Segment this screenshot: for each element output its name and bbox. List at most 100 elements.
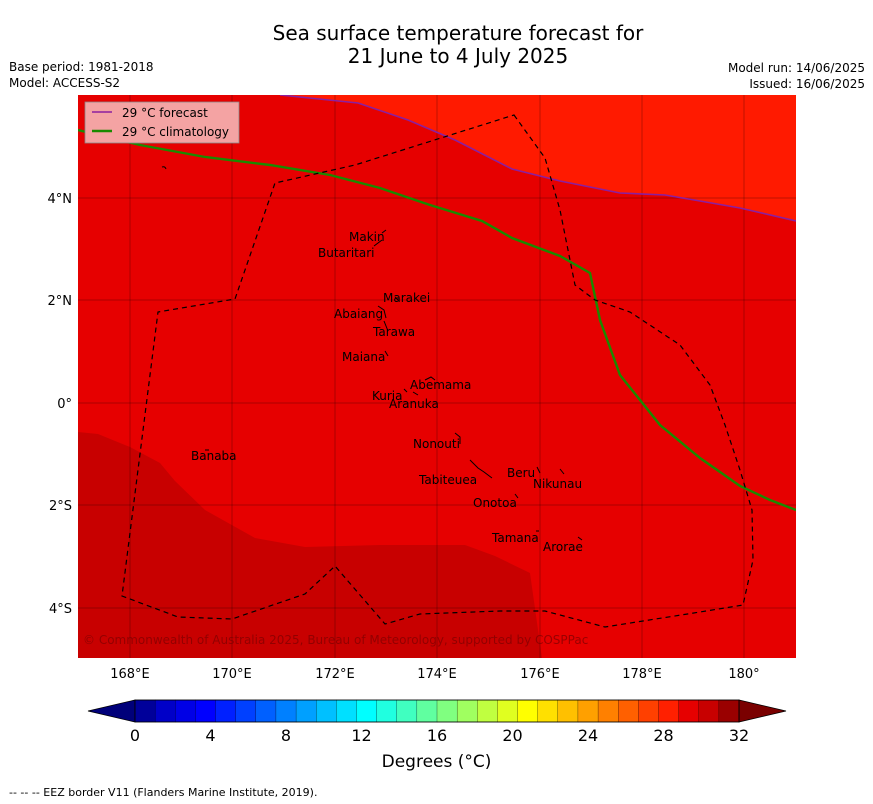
island-mark: [469, 459, 493, 479]
lon-tick-label: 180°: [728, 667, 759, 682]
climatology-29c-contour: [78, 128, 796, 512]
place-tamana: Tamana: [491, 531, 539, 545]
island-mark: [577, 536, 583, 541]
island-mark: [377, 305, 387, 319]
place-abaiang: Abaiang: [334, 307, 383, 321]
colorbar-swatch: [215, 699, 237, 723]
island-mark: [403, 388, 419, 396]
colorbar-swatch: [336, 699, 358, 723]
colorbar-swatch: [638, 699, 660, 723]
lat-tick-label: 2°S: [49, 499, 72, 514]
title-line-1: Sea surface temperature forecast for: [272, 21, 644, 45]
map-panel: Makin Butaritari Marakei Abaiang Tarawa …: [78, 95, 796, 658]
place-abemama: Abemama: [410, 378, 471, 392]
place-kuria: Kuria: [372, 389, 403, 403]
colorbar-swatch: [477, 699, 499, 723]
chart-title: Sea surface temperature forecast for 21 …: [0, 22, 873, 68]
legend-forecast-label: 29 °C forecast: [122, 106, 208, 120]
colorbar-swatch: [195, 699, 217, 723]
lon-tick-label: 178°E: [622, 667, 662, 682]
colorbar-swatch: [597, 699, 619, 723]
model-name: Model: ACCESS-S2: [9, 76, 121, 90]
meta-left: Base period: 1981-2018 Model: ACCESS-S2: [9, 59, 154, 91]
issued-date: Issued: 16/06/2025: [749, 77, 865, 91]
lon-axis: 168°E 170°E 172°E 174°E 176°E 178°E 180°: [110, 667, 759, 682]
place-nikunau: Nikunau: [533, 477, 582, 491]
lon-tick-label: 174°E: [417, 667, 457, 682]
place-beru: Beru: [507, 466, 535, 480]
place-labels: Makin Butaritari Marakei Abaiang Tarawa …: [191, 230, 583, 554]
lon-tick-label: 176°E: [520, 667, 560, 682]
lon-tick-label: 170°E: [212, 667, 252, 682]
place-aranuka: Aranuka: [389, 397, 439, 411]
place-marakei: Marakei: [383, 291, 430, 305]
island-mark: [536, 466, 541, 474]
colorbar-swatch: [517, 699, 539, 723]
island-markers: [161, 166, 583, 541]
colorbar-tick-label: 28: [653, 726, 673, 745]
island-mark: [454, 432, 461, 444]
colorbar-swatch: [275, 699, 297, 723]
model-run: Model run: 14/06/2025: [727, 61, 865, 75]
island-mark: [383, 320, 389, 332]
colorbar-swatch: [134, 699, 156, 723]
island-mark: [424, 376, 436, 381]
grid-lines: [78, 95, 796, 658]
colorbar-swatch: [537, 699, 559, 723]
island-mark: [161, 166, 167, 170]
colorbar-swatch: [356, 699, 378, 723]
legend-box: [84, 101, 240, 144]
place-banaba: Banaba: [191, 449, 237, 463]
colorbar-swatch: [658, 699, 680, 723]
place-maiana: Maiana: [342, 350, 385, 364]
island-mark: [384, 350, 389, 357]
colorbar-swatch: [416, 699, 438, 723]
lat-tick-label: 4°N: [48, 192, 73, 207]
island-mark: [373, 229, 387, 247]
eez-border: [121, 114, 754, 628]
sst-band-29-30: [78, 95, 796, 658]
place-tarawa: Tarawa: [372, 325, 415, 339]
colorbar-over-arrow: [738, 699, 787, 723]
colorbar-tick-label: 24: [578, 726, 598, 745]
lat-tick-label: 4°S: [49, 602, 72, 617]
colorbar-under-arrow: [87, 699, 136, 723]
lon-tick-label: 168°E: [110, 667, 150, 682]
colorbar-tick-label: 12: [351, 726, 371, 745]
eez-footnote: -- -- -- EEZ border V11 (Flanders Marine…: [9, 786, 318, 799]
place-onotoa: Onotoa: [473, 496, 517, 510]
colorbar-swatch: [235, 699, 257, 723]
lat-tick-label: 2°N: [48, 294, 73, 309]
colorbar-tick-label: 16: [427, 726, 447, 745]
colorbar-tick-label: 32: [729, 726, 749, 745]
colorbar-swatch: [678, 699, 700, 723]
colorbar-tick-label: 20: [502, 726, 522, 745]
island-mark: [559, 468, 565, 475]
place-nonouti: Nonouti: [413, 437, 460, 451]
colorbar-swatch: [316, 699, 337, 723]
colorbar-swatch: [497, 699, 519, 723]
place-tabiteuea: Tabiteuea: [418, 473, 477, 487]
colorbar-swatch: [436, 699, 458, 723]
lon-tick-label: 172°E: [315, 667, 355, 682]
place-arorae: Arorae: [543, 540, 583, 554]
colorbar-frame: [134, 699, 740, 723]
place-makin: Makin: [349, 230, 385, 244]
colorbar-title: Degrees (°C): [381, 752, 492, 772]
colorbar-swatch: [396, 699, 418, 723]
colorbar-swatch: [618, 699, 639, 723]
colorbar-swatch: [154, 699, 176, 723]
colorbar-swatch: [718, 699, 740, 723]
colorbar-tick-label: 0: [130, 726, 140, 745]
title-line-2: 21 June to 4 July 2025: [347, 44, 569, 68]
colorbar-swatch: [255, 699, 277, 723]
base-period: Base period: 1981-2018: [9, 60, 154, 74]
colorbar-swatch: [295, 699, 317, 723]
colorbar-swatch: [698, 699, 720, 723]
colorbar-swatch: [175, 699, 197, 723]
forecast-29c-contour: [279, 95, 796, 222]
lat-axis: 4°N 2°N 0° 2°S 4°S: [48, 192, 73, 617]
colorbar-swatch: [376, 699, 398, 723]
colorbar-tick-label: 4: [205, 726, 215, 745]
copyright-notice: © Commonwealth of Australia 2025, Bureau…: [83, 633, 588, 647]
